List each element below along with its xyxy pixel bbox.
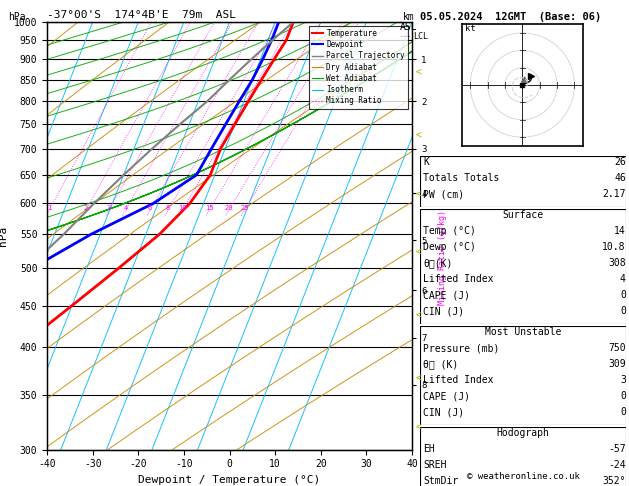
Text: Lifted Index: Lifted Index (423, 375, 494, 385)
Text: Lifted Index: Lifted Index (423, 274, 494, 284)
Text: θᴇ(K): θᴇ(K) (423, 258, 453, 268)
Text: 14: 14 (614, 226, 626, 236)
Text: LCL: LCL (413, 32, 428, 41)
Text: 05.05.2024  12GMT  (Base: 06): 05.05.2024 12GMT (Base: 06) (420, 12, 601, 22)
Text: kt: kt (465, 24, 476, 33)
Text: CAPE (J): CAPE (J) (423, 290, 470, 300)
Text: km: km (403, 12, 415, 22)
Text: Mixing Ratio (g/kg): Mixing Ratio (g/kg) (438, 209, 447, 305)
Text: 25: 25 (240, 205, 248, 210)
Y-axis label: hPa: hPa (0, 226, 8, 246)
Text: 46: 46 (614, 173, 626, 183)
Text: 0: 0 (620, 290, 626, 300)
Text: 4: 4 (620, 274, 626, 284)
Text: Dewp (°C): Dewp (°C) (423, 242, 476, 252)
Text: θᴇ (K): θᴇ (K) (423, 359, 459, 369)
Text: 6: 6 (148, 205, 152, 210)
Text: -24: -24 (608, 460, 626, 470)
Text: Pressure (mb): Pressure (mb) (423, 343, 499, 353)
Text: 15: 15 (205, 205, 213, 210)
Text: StmDir: StmDir (423, 476, 459, 486)
Text: Hodograph: Hodograph (496, 428, 550, 438)
Text: 10: 10 (178, 205, 186, 210)
Text: SREH: SREH (423, 460, 447, 470)
Text: 352°: 352° (603, 476, 626, 486)
Text: 3: 3 (620, 375, 626, 385)
Text: ASL: ASL (400, 22, 418, 32)
Text: <: < (415, 311, 421, 321)
Text: K: K (423, 157, 429, 167)
Text: 309: 309 (608, 359, 626, 369)
Text: 0: 0 (620, 407, 626, 417)
Text: 0: 0 (620, 306, 626, 316)
Text: Totals Totals: Totals Totals (423, 173, 499, 183)
Text: <: < (415, 423, 421, 433)
X-axis label: Dewpoint / Temperature (°C): Dewpoint / Temperature (°C) (138, 475, 321, 485)
Text: <: < (415, 68, 421, 78)
Text: <: < (415, 374, 421, 384)
Text: 750: 750 (608, 343, 626, 353)
Text: CAPE (J): CAPE (J) (423, 391, 470, 401)
Text: CIN (J): CIN (J) (423, 407, 464, 417)
Text: -57: -57 (608, 444, 626, 454)
Text: 26: 26 (614, 157, 626, 167)
Text: <: < (415, 248, 421, 258)
Text: 4: 4 (123, 205, 128, 210)
Text: PW (cm): PW (cm) (423, 189, 464, 199)
Text: 1: 1 (47, 205, 51, 210)
Text: 8: 8 (166, 205, 170, 210)
Text: <: < (415, 190, 421, 199)
Text: <: < (415, 131, 421, 141)
Text: 308: 308 (608, 258, 626, 268)
Text: hPa: hPa (8, 12, 26, 22)
Text: 2: 2 (84, 205, 88, 210)
Text: Surface: Surface (503, 210, 543, 220)
Text: 0: 0 (620, 391, 626, 401)
Text: 10.8: 10.8 (603, 242, 626, 252)
Text: Most Unstable: Most Unstable (485, 327, 561, 337)
Text: CIN (J): CIN (J) (423, 306, 464, 316)
Text: 20: 20 (225, 205, 233, 210)
Text: 2.17: 2.17 (603, 189, 626, 199)
Text: EH: EH (423, 444, 435, 454)
Text: © weatheronline.co.uk: © weatheronline.co.uk (467, 472, 579, 481)
Legend: Temperature, Dewpoint, Parcel Trajectory, Dry Adiabat, Wet Adiabat, Isotherm, Mi: Temperature, Dewpoint, Parcel Trajectory… (309, 26, 408, 108)
Text: 3: 3 (106, 205, 111, 210)
Text: -37°00'S  174°4B'E  79m  ASL: -37°00'S 174°4B'E 79m ASL (47, 10, 236, 20)
Text: Temp (°C): Temp (°C) (423, 226, 476, 236)
